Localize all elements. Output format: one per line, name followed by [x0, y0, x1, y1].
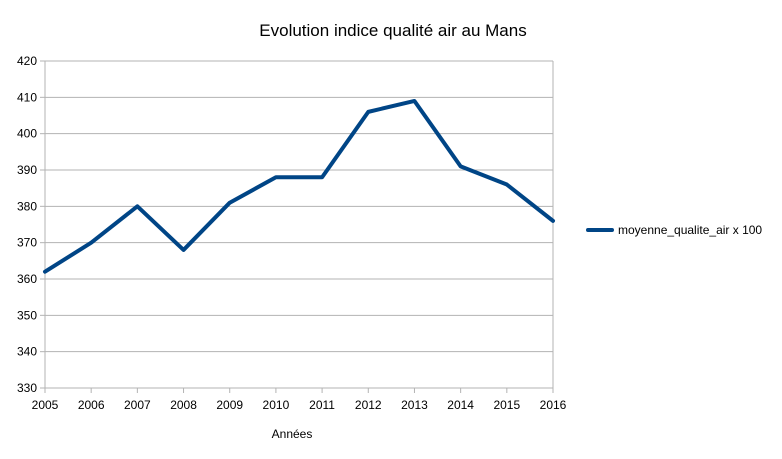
y-tick-label: 410: [17, 90, 37, 104]
x-tick-label: 2012: [355, 398, 382, 412]
x-tick-label: 2009: [216, 398, 243, 412]
y-tick-label: 330: [17, 381, 37, 395]
x-tick-label: 2006: [78, 398, 105, 412]
y-tick-label: 380: [17, 199, 37, 213]
y-tick-label: 370: [17, 236, 37, 250]
x-tick-label: 2016: [540, 398, 567, 412]
y-tick-label: 350: [17, 308, 37, 322]
x-tick-label: 2011: [309, 398, 335, 412]
series-line-0: [43, 98, 555, 274]
y-tick-label: 360: [17, 272, 37, 286]
legend: moyenne_qualite_air x 100: [586, 223, 762, 237]
axes: [40, 60, 554, 393]
x-tick-label: 2010: [263, 398, 290, 412]
y-tick-label: 400: [17, 127, 37, 141]
x-tick-label: 2007: [124, 398, 151, 412]
series-lines: [43, 98, 555, 274]
y-tick-labels: 330 340 350 360 370 380 390 400 410 420: [17, 54, 37, 395]
x-tick-label: 2015: [493, 398, 520, 412]
legend-label: moyenne_qualite_air x 100: [618, 223, 762, 237]
x-tick-labels: 2005 2006 2007 2008 2009 2010 2011 2012 2013 2014…: [32, 398, 567, 412]
x-tick-label: 2008: [170, 398, 197, 412]
y-tick-label: 390: [17, 163, 37, 177]
chart-title: Evolution indice qualité air au Mans: [259, 21, 526, 40]
x-tick-label: 2005: [32, 398, 59, 412]
gridlines: [45, 60, 553, 389]
x-tick-label: 2013: [401, 398, 428, 412]
x-tick-label: 2014: [447, 398, 474, 412]
y-tick-label: 420: [17, 54, 37, 68]
y-tick-label: 340: [17, 345, 37, 359]
x-axis-label: Années: [272, 427, 313, 441]
